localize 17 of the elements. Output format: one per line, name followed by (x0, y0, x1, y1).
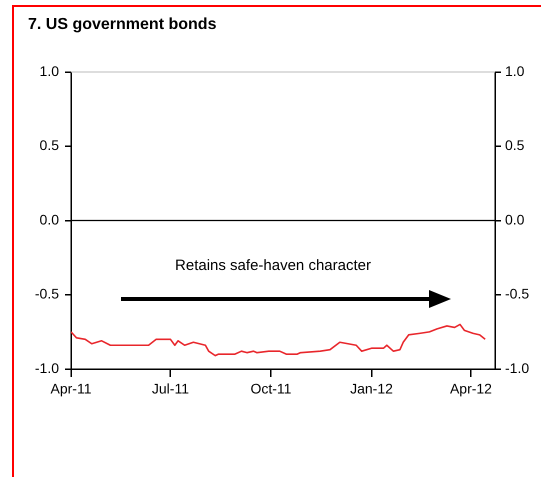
y-tick-label: 1.0 (40, 62, 60, 79)
y-tick-label: 0.0 (40, 211, 60, 228)
y-tick-label: -1.0 (34, 360, 60, 376)
y2-tick-label: 0.0 (505, 211, 525, 228)
x-tick-label: Jul-11 (152, 380, 190, 396)
x-tick-label: Oct-11 (250, 380, 292, 396)
x-tick-label: Apr-11 (50, 380, 92, 396)
y-tick-label: 0.5 (40, 137, 60, 154)
x-tick-label: Apr-12 (450, 380, 492, 396)
y2-tick-label: -0.5 (505, 286, 530, 302)
annotation: Retains safe-haven character (175, 257, 371, 274)
y2-tick-label: 1.0 (505, 62, 525, 79)
chart-title: 7. US government bonds (28, 16, 216, 34)
y-tick-label: -0.5 (34, 286, 60, 302)
x-tick-label: Jan-12 (350, 380, 394, 396)
y2-tick-label: 0.5 (505, 137, 525, 154)
y2-tick-label: -1.0 (505, 360, 530, 376)
